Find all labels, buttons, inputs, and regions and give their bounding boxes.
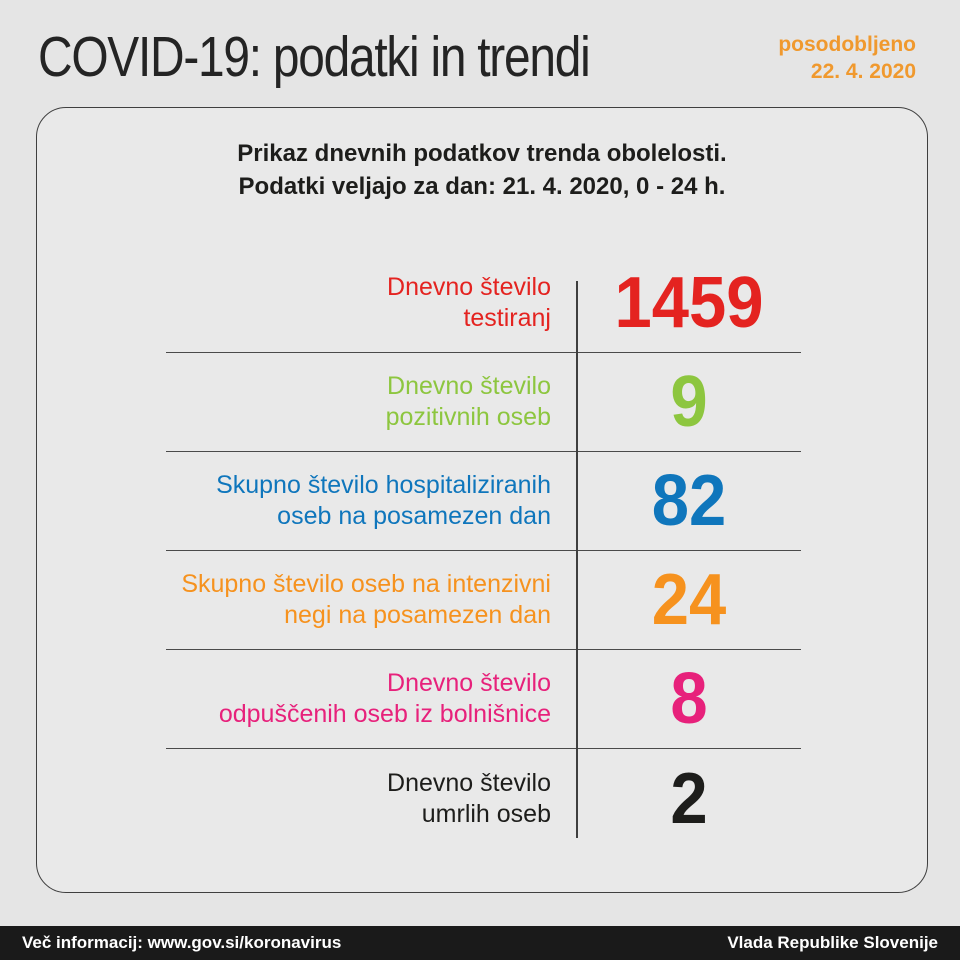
stat-value: 9: [670, 362, 708, 442]
stat-row-deaths: Dnevno število umrlih oseb 2: [166, 749, 801, 848]
stat-value: 2: [670, 758, 708, 839]
stat-value: 8: [670, 659, 708, 739]
info-card: Prikaz dnevnih podatkov trenda obolelost…: [36, 107, 928, 893]
stat-row-intensive-care: Skupno število oseb na intenzivni negi n…: [166, 551, 801, 650]
stat-label: Dnevno število pozitivnih oseb: [385, 372, 551, 431]
stat-row-discharged: Dnevno število odpuščenih oseb iz bolniš…: [166, 650, 801, 749]
stat-value: 1459: [614, 263, 764, 343]
card-header: Prikaz dnevnih podatkov trenda obolelost…: [237, 140, 727, 200]
stat-row-positive: Dnevno število pozitivnih oseb 9: [166, 353, 801, 452]
updated-date: 22. 4. 2020: [810, 60, 916, 83]
stat-row-hospitalized: Skupno število hospitaliziranih oseb na …: [166, 452, 801, 551]
footer-info-url-text: Več informacij: www.gov.si/koronavirus: [22, 933, 342, 952]
stats-table: Dnevno število testiranj 1459 Dnevno šte…: [166, 254, 801, 848]
page-title: COVID-19: podatki in trendi: [38, 25, 591, 89]
column-divider-line: [576, 281, 578, 838]
stat-value: 82: [651, 461, 727, 541]
stat-label: Skupno število hospitaliziranih oseb na …: [216, 471, 551, 530]
stat-label: Dnevno število odpuščenih oseb iz bolniš…: [218, 669, 551, 728]
stat-row-tests: Dnevno število testiranj 1459: [166, 254, 801, 353]
footer-org-text: Vlada Republike Slovenije: [727, 933, 938, 952]
stat-label: Dnevno število testiranj: [387, 273, 551, 332]
footer-bar: Več informacij: www.gov.si/koronavirus V…: [0, 926, 960, 960]
updated-label: posodobljeno: [778, 33, 916, 56]
stat-value: 24: [651, 560, 727, 640]
updated-date-block: posodobljeno 22. 4. 2020: [778, 31, 916, 85]
stat-label: Dnevno število umrlih oseb: [387, 768, 551, 828]
stat-label: Skupno število oseb na intenzivni negi n…: [181, 570, 551, 629]
